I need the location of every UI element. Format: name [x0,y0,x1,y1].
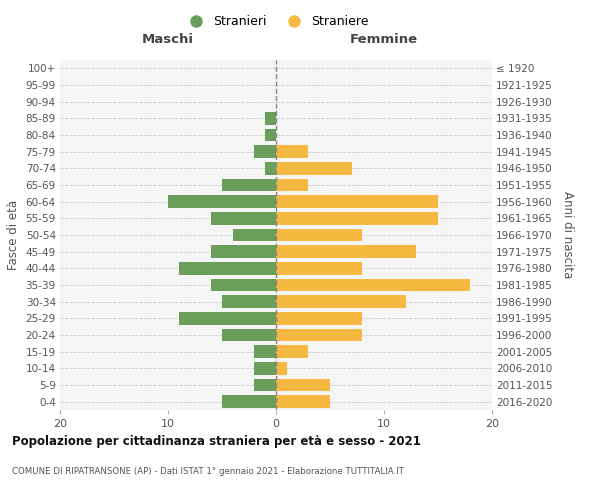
Bar [276,246,416,258]
Bar [265,162,276,174]
Bar [168,196,276,208]
Legend: Stranieri, Straniere: Stranieri, Straniere [178,10,374,34]
Bar [276,296,406,308]
Bar [211,246,276,258]
Bar [276,396,330,408]
Bar [276,362,287,374]
Bar [222,396,276,408]
Bar [222,296,276,308]
Bar [254,379,276,391]
Bar [254,146,276,158]
Bar [276,262,362,274]
Bar [276,179,308,192]
Y-axis label: Fasce di età: Fasce di età [7,200,20,270]
Text: Maschi: Maschi [142,33,194,46]
Bar [276,146,308,158]
Bar [276,379,330,391]
Bar [211,212,276,224]
Bar [233,229,276,241]
Bar [265,129,276,141]
Bar [265,112,276,124]
Bar [276,279,470,291]
Bar [276,229,362,241]
Text: COMUNE DI RIPATRANSONE (AP) - Dati ISTAT 1° gennaio 2021 - Elaborazione TUTTITAL: COMUNE DI RIPATRANSONE (AP) - Dati ISTAT… [12,468,404,476]
Bar [276,346,308,358]
Bar [179,262,276,274]
Bar [211,279,276,291]
Bar [254,362,276,374]
Bar [276,196,438,208]
Bar [276,329,362,341]
Bar [179,312,276,324]
Bar [276,212,438,224]
Text: Femmine: Femmine [350,33,418,46]
Text: Popolazione per cittadinanza straniera per età e sesso - 2021: Popolazione per cittadinanza straniera p… [12,435,421,448]
Bar [276,162,352,174]
Y-axis label: Anni di nascita: Anni di nascita [561,192,574,278]
Bar [254,346,276,358]
Bar [276,312,362,324]
Bar [222,329,276,341]
Bar [222,179,276,192]
